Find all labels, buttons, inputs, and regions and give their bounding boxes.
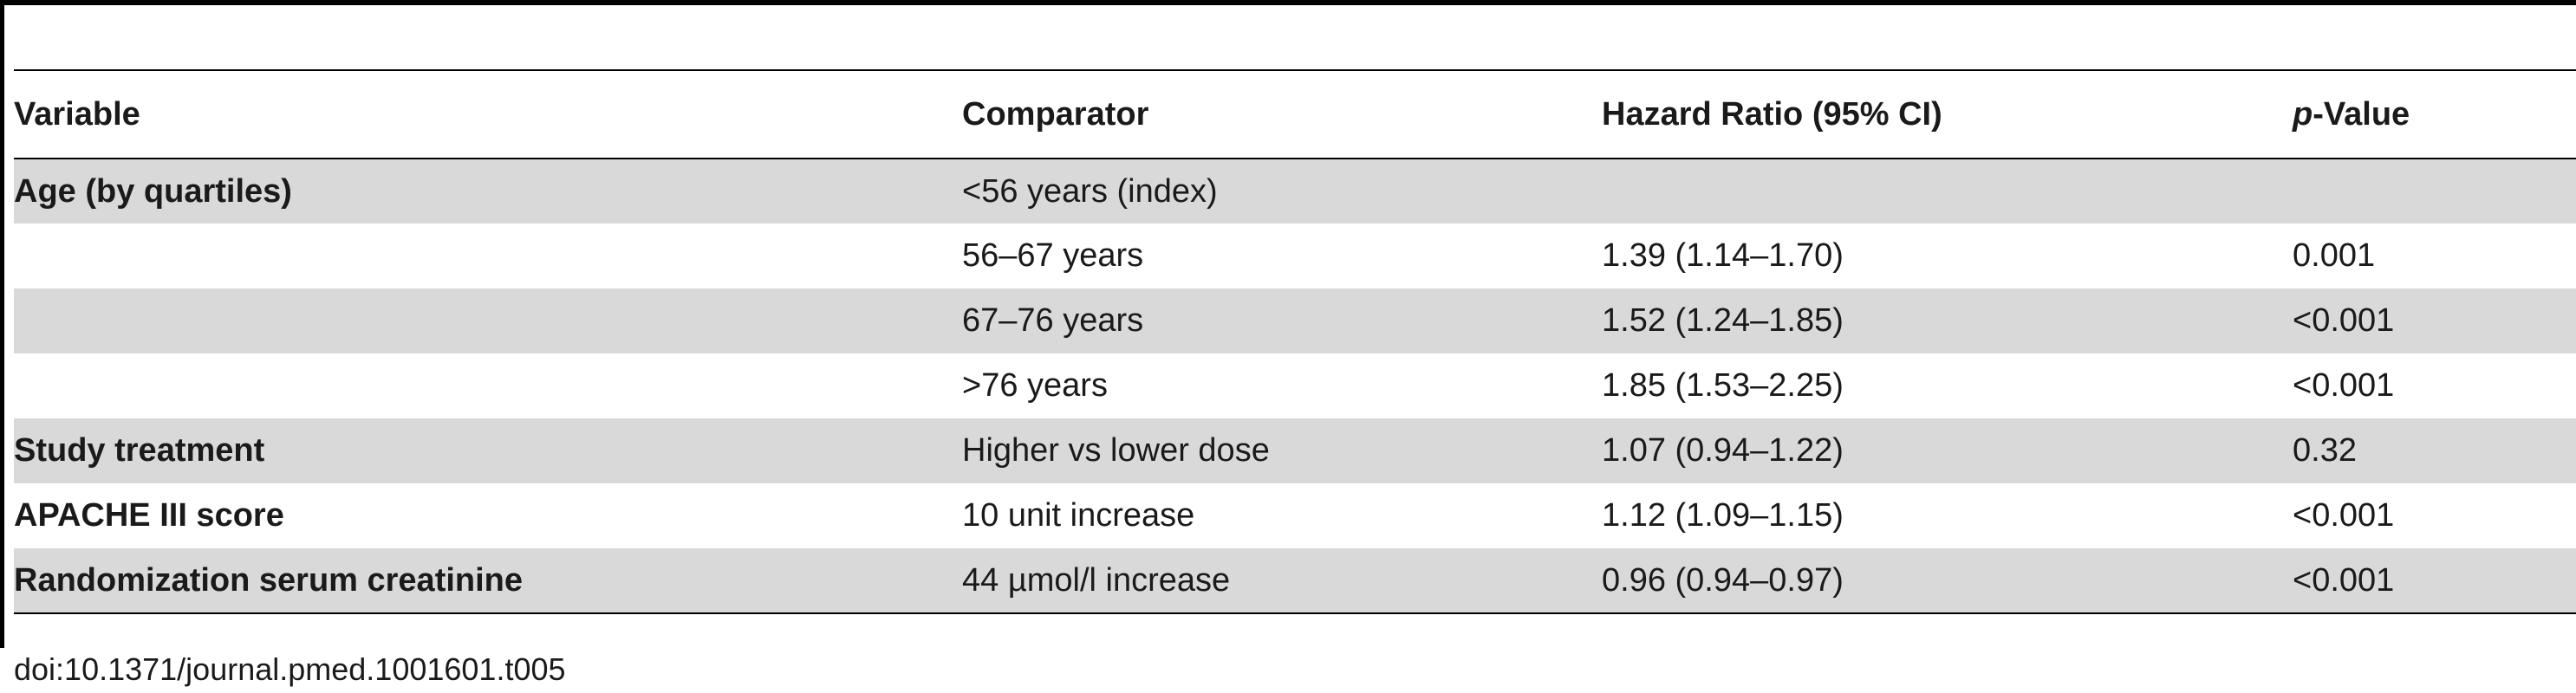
table-row: 56–67 years 1.39 (1.14–1.70) 0.001 [14, 223, 2576, 288]
cell-comparator: Higher vs lower dose [962, 432, 1270, 469]
left-border [0, 0, 4, 648]
cell-hazard-ratio: 1.39 (1.14–1.70) [1602, 237, 1844, 274]
top-rule [0, 0, 2576, 5]
header-p-value-italic: p [2293, 95, 2313, 133]
cell-variable: Age (by quartiles) [14, 172, 292, 210]
header-hazard-ratio: Hazard Ratio (95% CI) [1602, 69, 2293, 159]
cell-hazard-ratio: 1.07 (0.94–1.22) [1602, 432, 1844, 469]
cell-p-value: <0.001 [2293, 497, 2395, 534]
table-row: APACHE III score 10 unit increase 1.12 (… [14, 483, 2576, 548]
header-comparator: Comparator [962, 69, 1602, 159]
cell-comparator: >76 years [962, 367, 1108, 404]
cell-hazard-ratio: 1.52 (1.24–1.85) [1602, 302, 1844, 339]
cell-variable [14, 223, 962, 288]
table-header-row: Variable Comparator Hazard Ratio (95% CI… [14, 69, 2576, 159]
cell-comparator: <56 years (index) [962, 172, 1218, 210]
cell-p-value: 0.32 [2293, 432, 2357, 469]
table-row: >76 years 1.85 (1.53–2.25) <0.001 [14, 353, 2576, 418]
cell-variable: APACHE III score [14, 497, 284, 534]
cell-variable: Study treatment [14, 432, 265, 469]
hazard-ratio-table: Variable Comparator Hazard Ratio (95% CI… [14, 69, 2576, 614]
cell-hazard-ratio [1602, 159, 2293, 223]
header-variable: Variable [14, 69, 962, 159]
hazard-ratio-table-container: Variable Comparator Hazard Ratio (95% CI… [14, 69, 2576, 614]
cell-comparator: 67–76 years [962, 302, 1144, 339]
cell-comparator: 10 unit increase [962, 497, 1195, 534]
cell-p-value: <0.001 [2293, 302, 2395, 339]
cell-comparator: 56–67 years [962, 237, 1144, 274]
doi-caption: doi:10.1371/journal.pmed.1001601.t005 [14, 651, 566, 687]
cell-hazard-ratio: 0.96 (0.94–0.97) [1602, 561, 1844, 599]
cell-variable [14, 353, 962, 418]
cell-comparator: 44 µmol/l increase [962, 561, 1231, 599]
cell-p-value: 0.001 [2293, 237, 2376, 274]
table-row: 67–76 years 1.52 (1.24–1.85) <0.001 [14, 288, 2576, 353]
table-row: Study treatment Higher vs lower dose 1.0… [14, 418, 2576, 483]
cell-variable: Randomization serum creatinine [14, 561, 524, 599]
cell-variable [14, 288, 962, 353]
cell-p-value: <0.001 [2293, 561, 2395, 599]
header-p-value: p-Value [2293, 69, 2576, 159]
header-p-value-rest: -Value [2313, 95, 2410, 133]
cell-p-value [2293, 159, 2576, 223]
table-row: Randomization serum creatinine 44 µmol/l… [14, 548, 2576, 613]
table-row: Age (by quartiles) <56 years (index) [14, 159, 2576, 223]
cell-hazard-ratio: 1.12 (1.09–1.15) [1602, 497, 1844, 534]
cell-p-value: <0.001 [2293, 367, 2395, 404]
cell-hazard-ratio: 1.85 (1.53–2.25) [1602, 367, 1844, 404]
